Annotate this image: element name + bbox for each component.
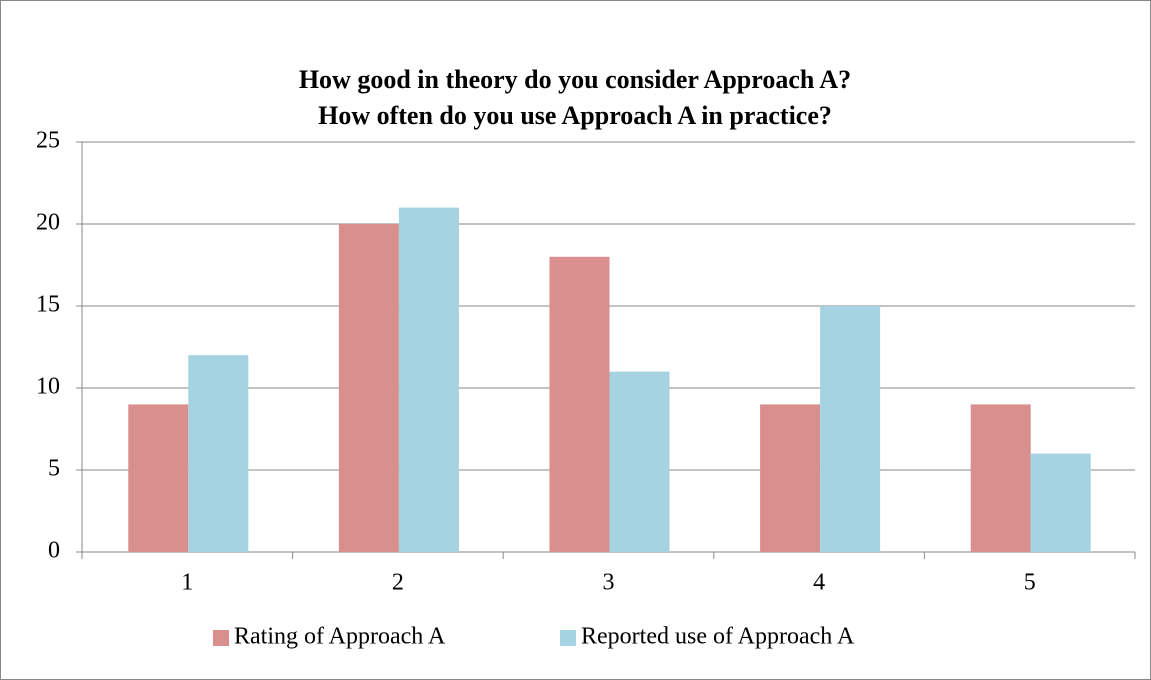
bar bbox=[338, 224, 399, 552]
x-tick-label: 2 bbox=[392, 570, 404, 596]
y-tick-label: 10 bbox=[36, 374, 60, 400]
legend-label: Rating of Approach A bbox=[234, 624, 446, 650]
y-tick-label: 20 bbox=[36, 210, 60, 236]
x-tick-label: 3 bbox=[603, 570, 615, 596]
y-tick-label: 25 bbox=[36, 128, 60, 154]
x-tick-label: 5 bbox=[1024, 570, 1036, 596]
legend-label: Reported use of Approach A bbox=[581, 624, 855, 650]
bar bbox=[820, 306, 881, 552]
chart-title: How often do you use Approach A in pract… bbox=[318, 101, 832, 130]
x-tick-label: 4 bbox=[813, 570, 825, 596]
bar bbox=[609, 371, 670, 552]
y-tick-label: 5 bbox=[48, 456, 60, 482]
bar bbox=[760, 404, 821, 552]
chart-title: How good in theory do you consider Appro… bbox=[299, 65, 851, 94]
bar bbox=[970, 404, 1031, 552]
bar bbox=[1030, 453, 1091, 552]
y-tick-label: 15 bbox=[36, 292, 60, 318]
legend-swatch bbox=[213, 630, 229, 646]
bar bbox=[128, 404, 189, 552]
bar bbox=[549, 256, 610, 552]
bar bbox=[398, 207, 459, 552]
bar bbox=[188, 355, 249, 552]
y-tick-label: 0 bbox=[48, 538, 60, 564]
x-tick-label: 1 bbox=[181, 570, 193, 596]
legend-swatch bbox=[560, 630, 576, 646]
